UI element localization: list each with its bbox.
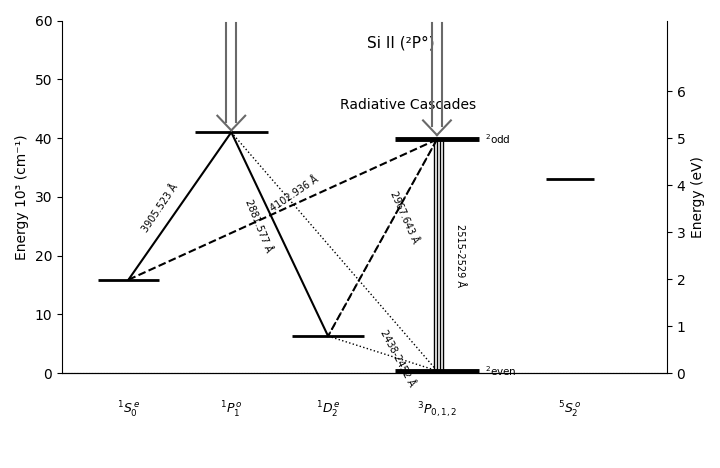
Text: $^1S_0^{\,e}$: $^1S_0^{\,e}$ — [117, 400, 140, 420]
Text: 3905.523 Å: 3905.523 Å — [140, 183, 180, 234]
Text: $^5S_2^{\,o}$: $^5S_2^{\,o}$ — [559, 400, 582, 420]
Text: 2438-2452 Å: 2438-2452 Å — [379, 329, 417, 388]
Text: Radiative Cascades: Radiative Cascades — [340, 98, 477, 111]
Y-axis label: Energy 10³ (cm⁻¹): Energy 10³ (cm⁻¹) — [15, 134, 29, 260]
Text: 2881.577 Å: 2881.577 Å — [243, 198, 274, 254]
Text: 2515-2529 Å: 2515-2529 Å — [455, 224, 465, 287]
Text: $^3P_{0,1,2}$: $^3P_{0,1,2}$ — [417, 400, 457, 419]
Text: Si II (²P°): Si II (²P°) — [367, 35, 434, 50]
Text: $^2$odd: $^2$odd — [485, 132, 511, 146]
Text: $^1P_1^{\,o}$: $^1P_1^{\,o}$ — [220, 400, 243, 420]
Text: $^2$even: $^2$even — [485, 364, 517, 378]
Text: 2967.643 Å: 2967.643 Å — [388, 190, 420, 245]
Text: 4102.936 Å: 4102.936 Å — [269, 174, 320, 213]
Y-axis label: Energy (eV): Energy (eV) — [691, 156, 705, 238]
Text: $^1D_2^{\,e}$: $^1D_2^{\,e}$ — [315, 400, 341, 420]
